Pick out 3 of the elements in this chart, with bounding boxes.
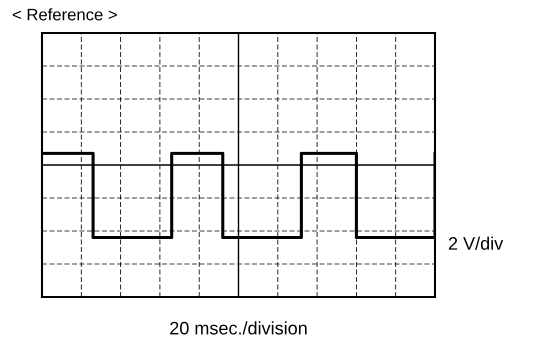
y-axis-title: 2 V/div xyxy=(448,236,504,250)
chart-title: < Reference > xyxy=(12,8,117,20)
x-axis-title: 20 msec./division xyxy=(170,321,307,335)
